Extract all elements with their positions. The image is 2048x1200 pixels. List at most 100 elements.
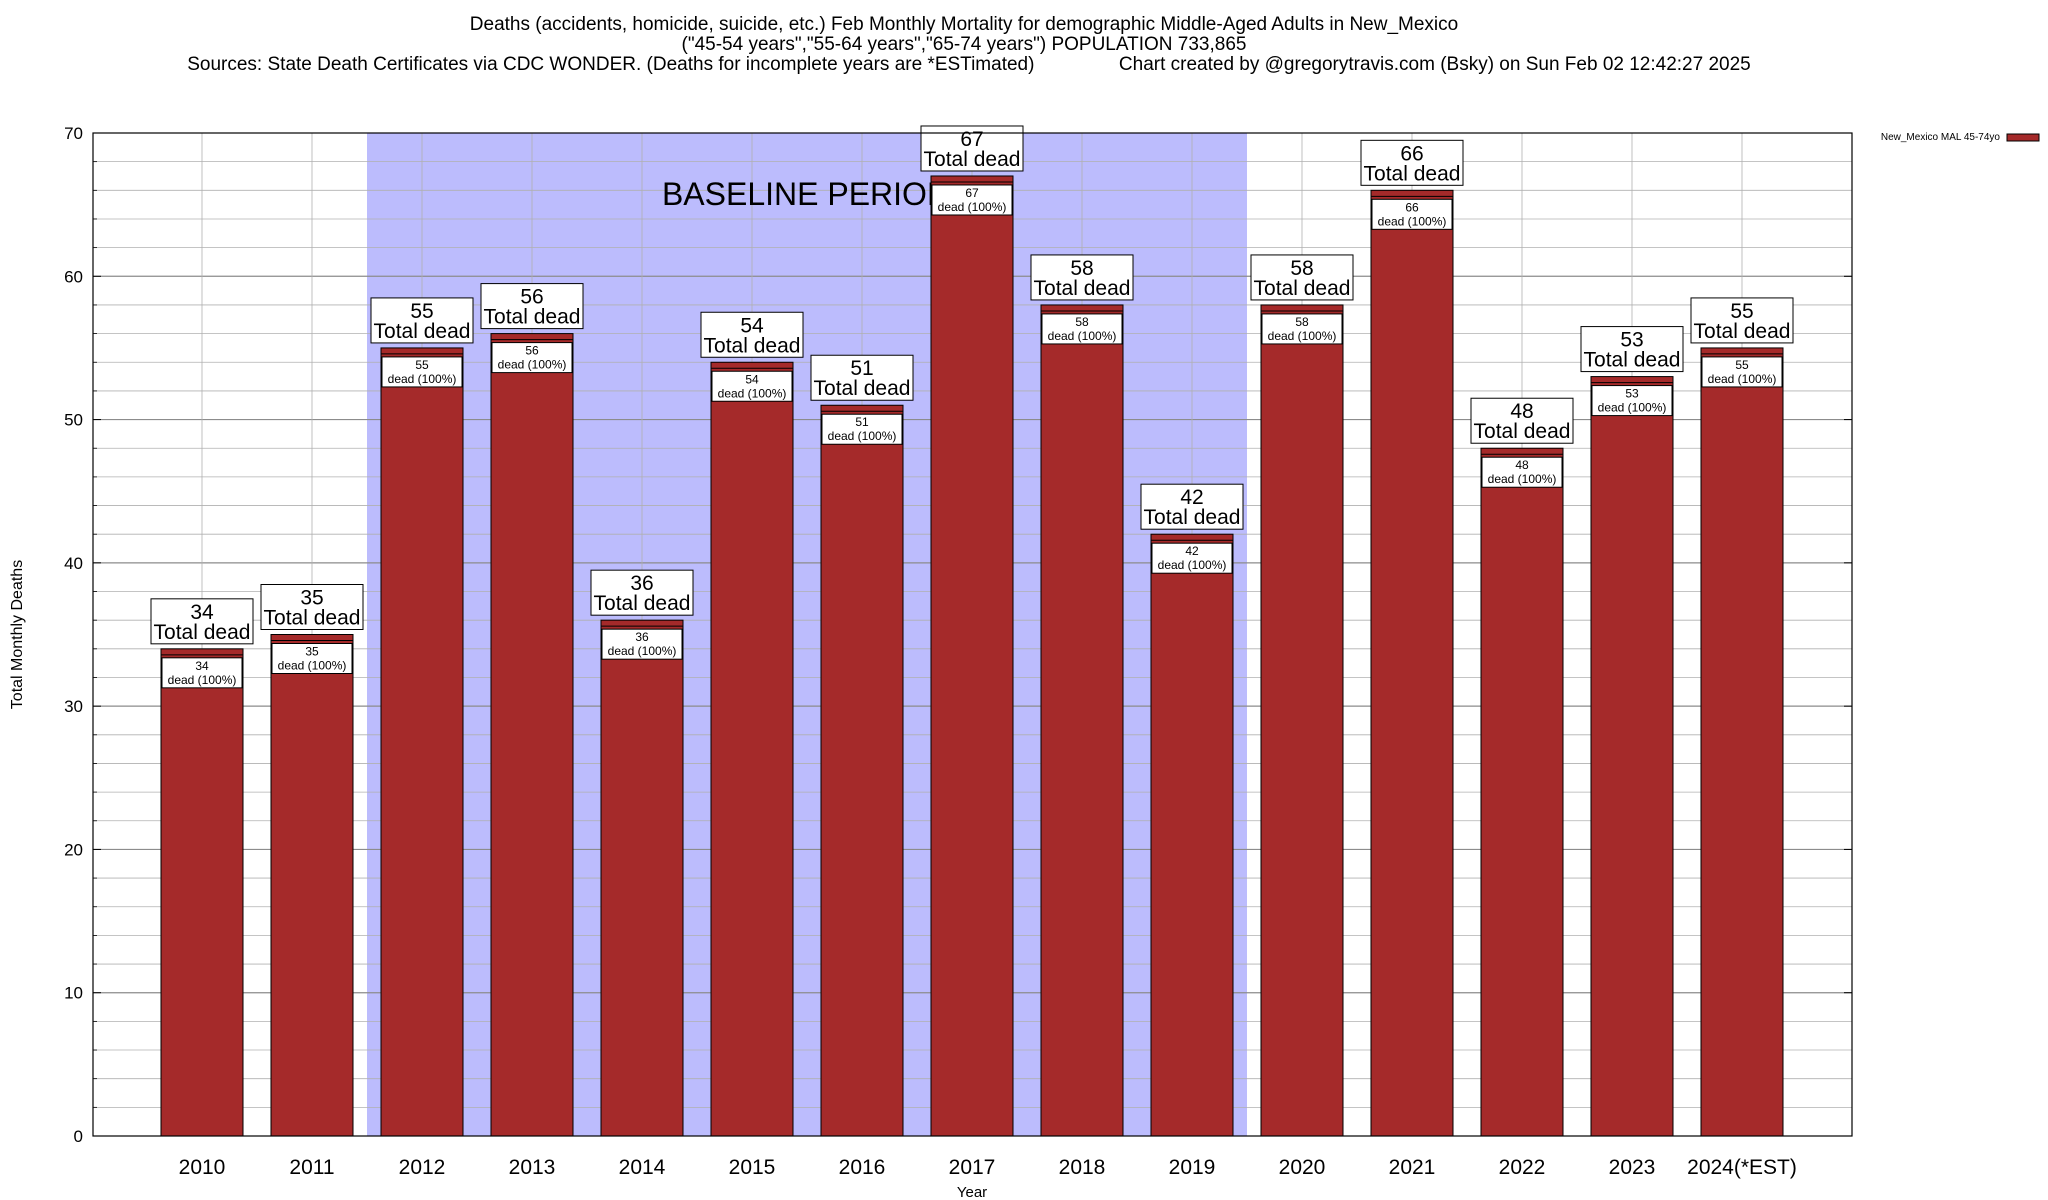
- total-label-value: 48: [1510, 400, 1533, 423]
- x-tick-label: 2022: [1499, 1156, 1546, 1179]
- total-label-value: 53: [1620, 329, 1643, 352]
- inner-label-value: 35: [305, 645, 319, 659]
- bar: [930, 175, 1014, 1137]
- total-label-text: Total dead: [1584, 349, 1681, 372]
- inner-label-box: [1591, 385, 1673, 417]
- y-tick-label: 70: [64, 124, 83, 143]
- inner-label-text: dead (100%): [718, 386, 787, 400]
- inner-label-box: [1151, 542, 1233, 574]
- inner-label-box: [931, 184, 1013, 216]
- y-tick-label: 20: [64, 840, 83, 859]
- x-tick-label: 2011: [289, 1156, 334, 1179]
- total-label-text: Total dead: [154, 621, 251, 644]
- inner-label-value: 67: [965, 186, 979, 200]
- total-label-box: [1140, 483, 1244, 530]
- bar: [1700, 347, 1784, 1137]
- total-label-box: [1030, 254, 1134, 301]
- chart-sources-credit: Sources: State Death Certificates via CD…: [0, 54, 1993, 76]
- legend: New_Mexico MAL 45-74yo: [1881, 132, 2040, 143]
- x-tick-label: 2020: [1279, 1156, 1326, 1179]
- inner-label-text: dead (100%): [938, 200, 1007, 214]
- total-label-text: Total dead: [1144, 506, 1241, 529]
- total-label-box: [590, 569, 694, 616]
- inner-label-value: 48: [1515, 458, 1529, 472]
- total-label-value: 56: [520, 286, 543, 309]
- total-label-box: [1360, 139, 1464, 186]
- chart-subtitle: ("45-54 years","55-64 years","65-74 year…: [681, 34, 1247, 55]
- bar: [1040, 304, 1124, 1137]
- inner-label-box: [1261, 313, 1343, 345]
- x-tick-label: 2021: [1389, 1156, 1436, 1179]
- bar: [380, 347, 464, 1137]
- x-tick-label: 2010: [179, 1156, 226, 1179]
- total-label-box: [700, 311, 804, 358]
- inner-label-value: 56: [525, 344, 539, 358]
- total-label-text: Total dead: [1694, 320, 1791, 343]
- y-axis-label: Total Monthly Deaths: [9, 560, 26, 709]
- total-label-box: [370, 297, 474, 344]
- total-label-box: [1250, 254, 1354, 301]
- total-label-box: [150, 598, 254, 645]
- inner-label-box: [381, 356, 463, 388]
- total-label-value: 67: [960, 128, 983, 151]
- total-label-text: Total dead: [1034, 277, 1131, 300]
- plot-frame: [92, 132, 1853, 1137]
- inner-label-value: 36: [635, 630, 649, 644]
- inner-label-box: [1371, 198, 1453, 230]
- total-label-text: Total dead: [264, 607, 361, 630]
- total-label-value: 55: [1730, 300, 1753, 323]
- inner-label-box: [821, 413, 903, 445]
- inner-label-value: 42: [1185, 544, 1199, 558]
- x-tick-label: 2017: [949, 1156, 996, 1179]
- bars: [160, 175, 1784, 1137]
- y-tick-label: 40: [64, 554, 83, 573]
- total-label-box: [1580, 326, 1684, 373]
- inner-label-text: dead (100%): [1378, 214, 1447, 228]
- bar: [160, 648, 244, 1137]
- inner-label-value: 58: [1295, 315, 1309, 329]
- legend-swatch: [2006, 133, 2040, 142]
- inner-label-text: dead (100%): [1048, 329, 1117, 343]
- inner-label-text: dead (100%): [278, 659, 347, 673]
- inner-label-box: [161, 657, 243, 689]
- total-label-text: Total dead: [374, 320, 471, 343]
- inner-label-text: dead (100%): [828, 429, 897, 443]
- total-label-value: 35: [300, 587, 323, 610]
- inner-label-text: dead (100%): [608, 644, 677, 658]
- y-tick-label: 50: [64, 411, 83, 430]
- total-label-text: Total dead: [484, 306, 581, 329]
- y-tick-label: 30: [64, 697, 83, 716]
- total-label-text: Total dead: [704, 334, 801, 357]
- bar: [490, 333, 574, 1137]
- total-label-box: [810, 354, 914, 401]
- total-label-box: [260, 584, 364, 630]
- inner-label-box: [601, 628, 683, 660]
- x-tick-label: 2013: [509, 1156, 556, 1179]
- inner-label-box: [1481, 456, 1563, 488]
- bar: [710, 361, 794, 1137]
- inner-label-value: 55: [415, 358, 429, 372]
- total-label-text: Total dead: [814, 377, 911, 400]
- total-label-value: 42: [1180, 486, 1203, 509]
- chart-title: Deaths (accidents, homicide, suicide, et…: [469, 14, 1459, 35]
- total-label-value: 54: [740, 314, 764, 337]
- x-tick-label: 2023: [1609, 1156, 1656, 1179]
- inner-label-box: [711, 370, 793, 402]
- chart-sources: Sources: State Death Certificates via CD…: [187, 54, 1035, 75]
- total-label-value: 51: [850, 357, 873, 380]
- x-tick-label: 2018: [1059, 1156, 1106, 1179]
- total-label-text: Total dead: [1364, 162, 1461, 185]
- inner-label-box: [1041, 313, 1123, 345]
- total-label-value: 58: [1070, 257, 1093, 280]
- bar: [1590, 376, 1674, 1137]
- total-label-text: Total dead: [1254, 277, 1351, 300]
- inner-label-text: dead (100%): [1708, 372, 1777, 386]
- x-axis-label: Year: [957, 1184, 987, 1200]
- inner-label-text: dead (100%): [388, 372, 457, 386]
- inner-label-value: 54: [745, 372, 759, 386]
- bar: [1260, 304, 1344, 1137]
- bar: [1480, 447, 1564, 1137]
- x-tick-label: 2015: [729, 1156, 776, 1179]
